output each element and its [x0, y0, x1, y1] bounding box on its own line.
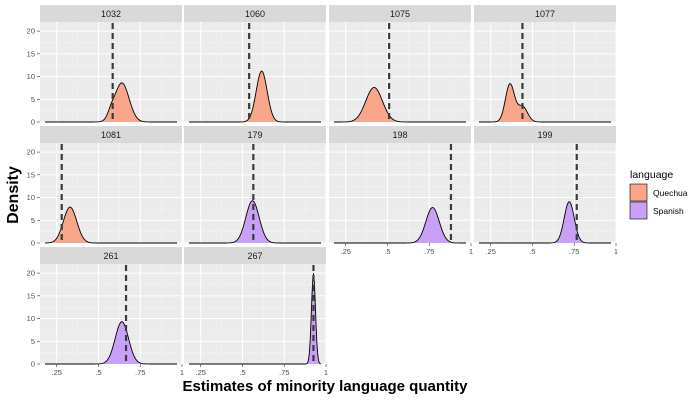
density-area-spanish	[334, 207, 466, 243]
facet-strip	[40, 5, 182, 22]
x-tick-label: .25	[485, 247, 495, 256]
legend-key-quechua	[629, 183, 648, 202]
facet-strip-label: 198	[392, 130, 407, 140]
x-tick-label: .75	[135, 368, 145, 377]
facet-panel-1060: 1060	[184, 5, 327, 123]
y-tick-label: 15	[27, 170, 35, 179]
density-area-quechua	[45, 82, 177, 122]
facet-panel-1077: 1077	[474, 5, 617, 123]
facet-panel-199: 199 .25 .5 .75 1	[474, 126, 618, 256]
legend: language Quechua Spanish	[629, 169, 688, 220]
y-tick-label: 5	[31, 337, 35, 346]
density-area-quechua	[45, 207, 177, 243]
y-tick-label: 10	[27, 314, 35, 323]
y-tick-label: 0	[31, 118, 35, 127]
plot-background	[184, 264, 326, 364]
plot-background	[474, 143, 616, 243]
y-axis-title: Density	[5, 166, 22, 224]
facet-strip	[40, 126, 182, 143]
x-tick-label: 1	[614, 247, 618, 256]
facet-strip	[474, 5, 616, 22]
x-tick-label: .25	[340, 247, 350, 256]
x-tick-label: .5	[529, 247, 535, 256]
facet-panel-267: 267 .25 .5 .75 1	[184, 247, 328, 377]
y-tick-label: 20	[27, 148, 35, 157]
density-area-quechua	[479, 83, 611, 122]
density-curve	[189, 273, 322, 365]
y-tick-label: 15	[27, 291, 35, 300]
facet-strip-label: 1081	[101, 130, 121, 140]
density-curve	[189, 200, 321, 244]
facet-strip	[329, 5, 471, 22]
facet-strip-label: 1060	[245, 9, 265, 19]
plot-background	[329, 22, 471, 122]
density-area-quechua	[189, 71, 321, 122]
facet-strip	[329, 126, 471, 143]
density-curve	[334, 87, 466, 123]
x-axis-title: Estimates of minority language quantity	[182, 378, 468, 395]
facet-strip-label: 1032	[101, 9, 121, 19]
facet-strip	[40, 247, 182, 264]
density-curve	[479, 201, 611, 244]
legend-key-spanish	[629, 201, 648, 220]
facet-strip-label: 199	[537, 130, 552, 140]
y-tick-label: 0	[31, 360, 35, 369]
density-area-spanish	[189, 200, 321, 243]
legend-label-quechua: Quechua	[653, 188, 688, 198]
density-curve	[44, 206, 177, 244]
facet-strip	[184, 5, 326, 22]
plot-background	[329, 143, 471, 243]
y-tick-label: 15	[27, 49, 35, 58]
plot-background	[474, 22, 616, 122]
facet-panel-1081: 1081 0 5 10 15 20	[27, 126, 183, 248]
legend-label-spanish: Spanish	[653, 206, 684, 216]
y-tick-label: 0	[31, 239, 35, 248]
plot-background	[40, 264, 182, 364]
y-tick-label: 10	[27, 72, 35, 81]
density-curve	[45, 82, 177, 123]
y-tick-label: 20	[27, 27, 35, 36]
x-tick-label: .75	[279, 368, 289, 377]
facet-strip-label: 1077	[535, 9, 555, 19]
facet-strip	[474, 126, 616, 143]
x-tick-label: 1	[324, 368, 328, 377]
density-curve	[334, 207, 466, 244]
facet-panel-1032: 1032 0 5 10 15 20	[27, 5, 183, 127]
legend-title: language	[630, 169, 673, 181]
x-tick-label: 1	[180, 368, 184, 377]
density-curve	[45, 321, 177, 365]
density-area-spanish	[45, 321, 177, 364]
y-tick-label: 20	[27, 269, 35, 278]
x-tick-label: .75	[424, 247, 434, 256]
facet-strip-label: 261	[103, 251, 118, 261]
x-tick-label: .25	[195, 368, 205, 377]
x-tick-label: .5	[95, 368, 101, 377]
facet-strip-label: 267	[247, 251, 262, 261]
facet-strip-label: 1075	[390, 9, 410, 19]
facet-strip	[184, 126, 326, 143]
y-tick-label: 5	[31, 216, 35, 225]
y-tick-label: 10	[27, 193, 35, 202]
facet-panel-179: 179	[184, 126, 327, 244]
x-tick-label: .75	[569, 247, 579, 256]
facet-panel-198: 198 .25 .5 .75 1	[329, 126, 473, 256]
x-tick-label: 1	[469, 247, 473, 256]
x-tick-label: .25	[51, 368, 61, 377]
facet-strip	[184, 247, 326, 264]
facet-strip-label: 179	[247, 130, 262, 140]
x-tick-label: .5	[384, 247, 390, 256]
density-area-quechua	[334, 87, 466, 122]
facet-panel-261: 261 0 5 10 15 20 .25 .5 .75 1	[27, 247, 184, 377]
density-curve	[479, 83, 611, 123]
facet-panel-1075: 1075	[329, 5, 472, 123]
density-curve	[189, 70, 321, 123]
y-tick-label: 5	[31, 95, 35, 104]
x-tick-label: .5	[239, 368, 245, 377]
